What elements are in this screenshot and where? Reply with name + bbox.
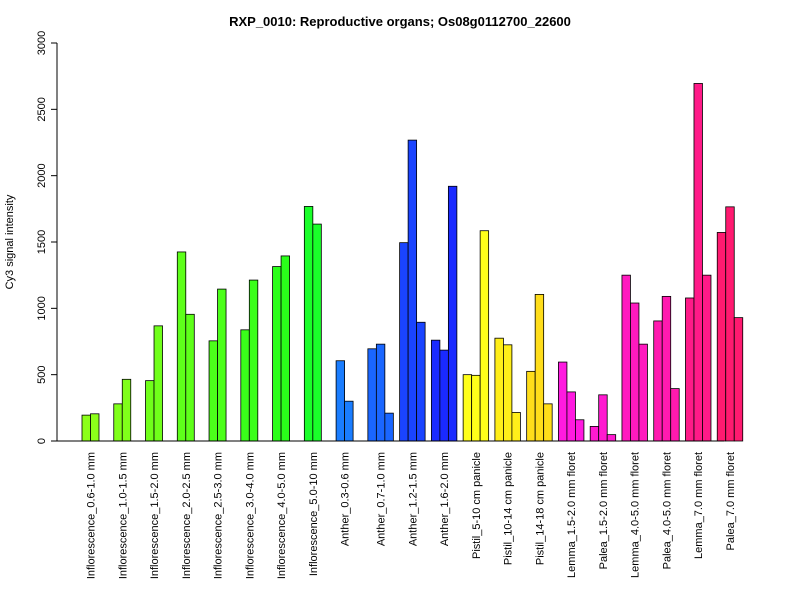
bar xyxy=(575,419,585,442)
bar xyxy=(312,223,322,442)
y-axis-label: Cy3 signal intensity xyxy=(4,194,16,289)
bar xyxy=(526,370,536,442)
bar xyxy=(176,251,187,442)
bar xyxy=(439,349,449,442)
bar xyxy=(733,317,744,442)
bar xyxy=(653,320,663,442)
bar xyxy=(240,329,250,442)
category-label: Pistil_5-10 cm panicle xyxy=(471,452,483,559)
bar xyxy=(272,266,282,442)
bar xyxy=(447,185,458,442)
bar xyxy=(638,343,648,442)
bar xyxy=(702,274,712,442)
category-label: Lemma_4.0-5.0 mm floret xyxy=(630,452,642,578)
category-label: Inflorescence_0.6-1.0 mm xyxy=(86,452,98,579)
y-tick-label: 3000 xyxy=(36,31,48,55)
y-tick-label: 1000 xyxy=(36,296,48,320)
category-label: Palea_1.5-2.0 mm floret xyxy=(598,452,610,569)
bar xyxy=(208,340,218,442)
bar xyxy=(185,313,195,442)
bar xyxy=(630,302,640,442)
bar xyxy=(416,321,426,442)
category-label: Anther_0.7-1.0 mm xyxy=(376,452,388,546)
bar xyxy=(494,337,504,442)
category-label: Inflorescence_1.5-2.0 mm xyxy=(149,452,161,579)
category-label: Lemma_7.0 mm floret xyxy=(693,452,705,559)
bar xyxy=(367,348,377,442)
bar xyxy=(81,414,91,442)
category-label: Inflorescence_3.0-4.0 mm xyxy=(244,452,256,579)
bar xyxy=(606,434,617,442)
y-axis: 0 500 1000 1500 2000 2500 3000 xyxy=(36,31,58,444)
category-label: Inflorescence_2.5-3.0 mm xyxy=(213,452,225,579)
bar xyxy=(407,139,418,442)
chart-title: RXP_0010: Reproductive organs; Os08g0112… xyxy=(229,14,571,29)
category-label: Anther_1.2-1.5 mm xyxy=(407,452,419,546)
category-label: Inflorescence_4.0-5.0 mm xyxy=(276,452,288,579)
bar xyxy=(589,426,600,442)
category-label: Pistil_14-18 cm panicle xyxy=(534,452,546,565)
bar xyxy=(462,374,473,442)
y-tick-label: 1500 xyxy=(36,230,48,254)
bar xyxy=(335,360,345,442)
category-label: Anther_0.3-0.6 mm xyxy=(340,452,352,546)
bar xyxy=(375,343,386,442)
y-tick-label: 2000 xyxy=(36,163,48,187)
y-tick-label: 500 xyxy=(36,365,48,383)
bar xyxy=(280,255,290,442)
category-label: Lemma_1.5-2.0 mm floret xyxy=(566,452,578,578)
bar xyxy=(430,339,441,442)
category-label: Inflorescence_5.0-10 mm xyxy=(308,452,320,576)
bar xyxy=(217,288,227,442)
bar xyxy=(479,230,490,442)
category-labels: Inflorescence_0.6-1.0 mm Inflorescence_1.… xyxy=(86,452,737,579)
bar xyxy=(511,412,521,442)
bar xyxy=(543,403,553,442)
category-label: Palea_4.0-5.0 mm floret xyxy=(661,452,673,569)
category-label: Anther_1.6-2.0 mm xyxy=(439,452,451,546)
bar xyxy=(685,297,695,442)
bar xyxy=(661,295,672,442)
bar xyxy=(503,344,513,442)
bar xyxy=(534,294,545,442)
bar xyxy=(121,378,132,442)
bar xyxy=(145,380,155,442)
bar xyxy=(566,391,576,442)
bar xyxy=(113,403,123,442)
bar xyxy=(621,274,631,442)
bar xyxy=(725,206,735,442)
bars xyxy=(81,83,744,442)
bar xyxy=(153,325,163,442)
bar xyxy=(90,413,100,442)
bar xyxy=(598,394,608,442)
bar xyxy=(716,232,727,442)
bar xyxy=(670,388,680,442)
y-tick-label: 2500 xyxy=(36,97,48,121)
bar xyxy=(399,242,409,442)
category-label: Inflorescence_2.0-2.5 mm xyxy=(181,452,193,579)
category-label: Inflorescence_1.0-1.5 mm xyxy=(117,452,129,579)
bar xyxy=(384,412,394,442)
bar xyxy=(558,361,568,442)
y-tick-label: 0 xyxy=(36,438,48,444)
category-label: Palea_7.0 mm floret xyxy=(725,452,737,550)
category-label: Pistil_10-14 cm panicle xyxy=(503,452,515,565)
bar xyxy=(471,374,481,442)
bar xyxy=(344,400,354,442)
bar xyxy=(303,206,314,442)
bar xyxy=(693,83,703,442)
bar xyxy=(248,279,259,442)
